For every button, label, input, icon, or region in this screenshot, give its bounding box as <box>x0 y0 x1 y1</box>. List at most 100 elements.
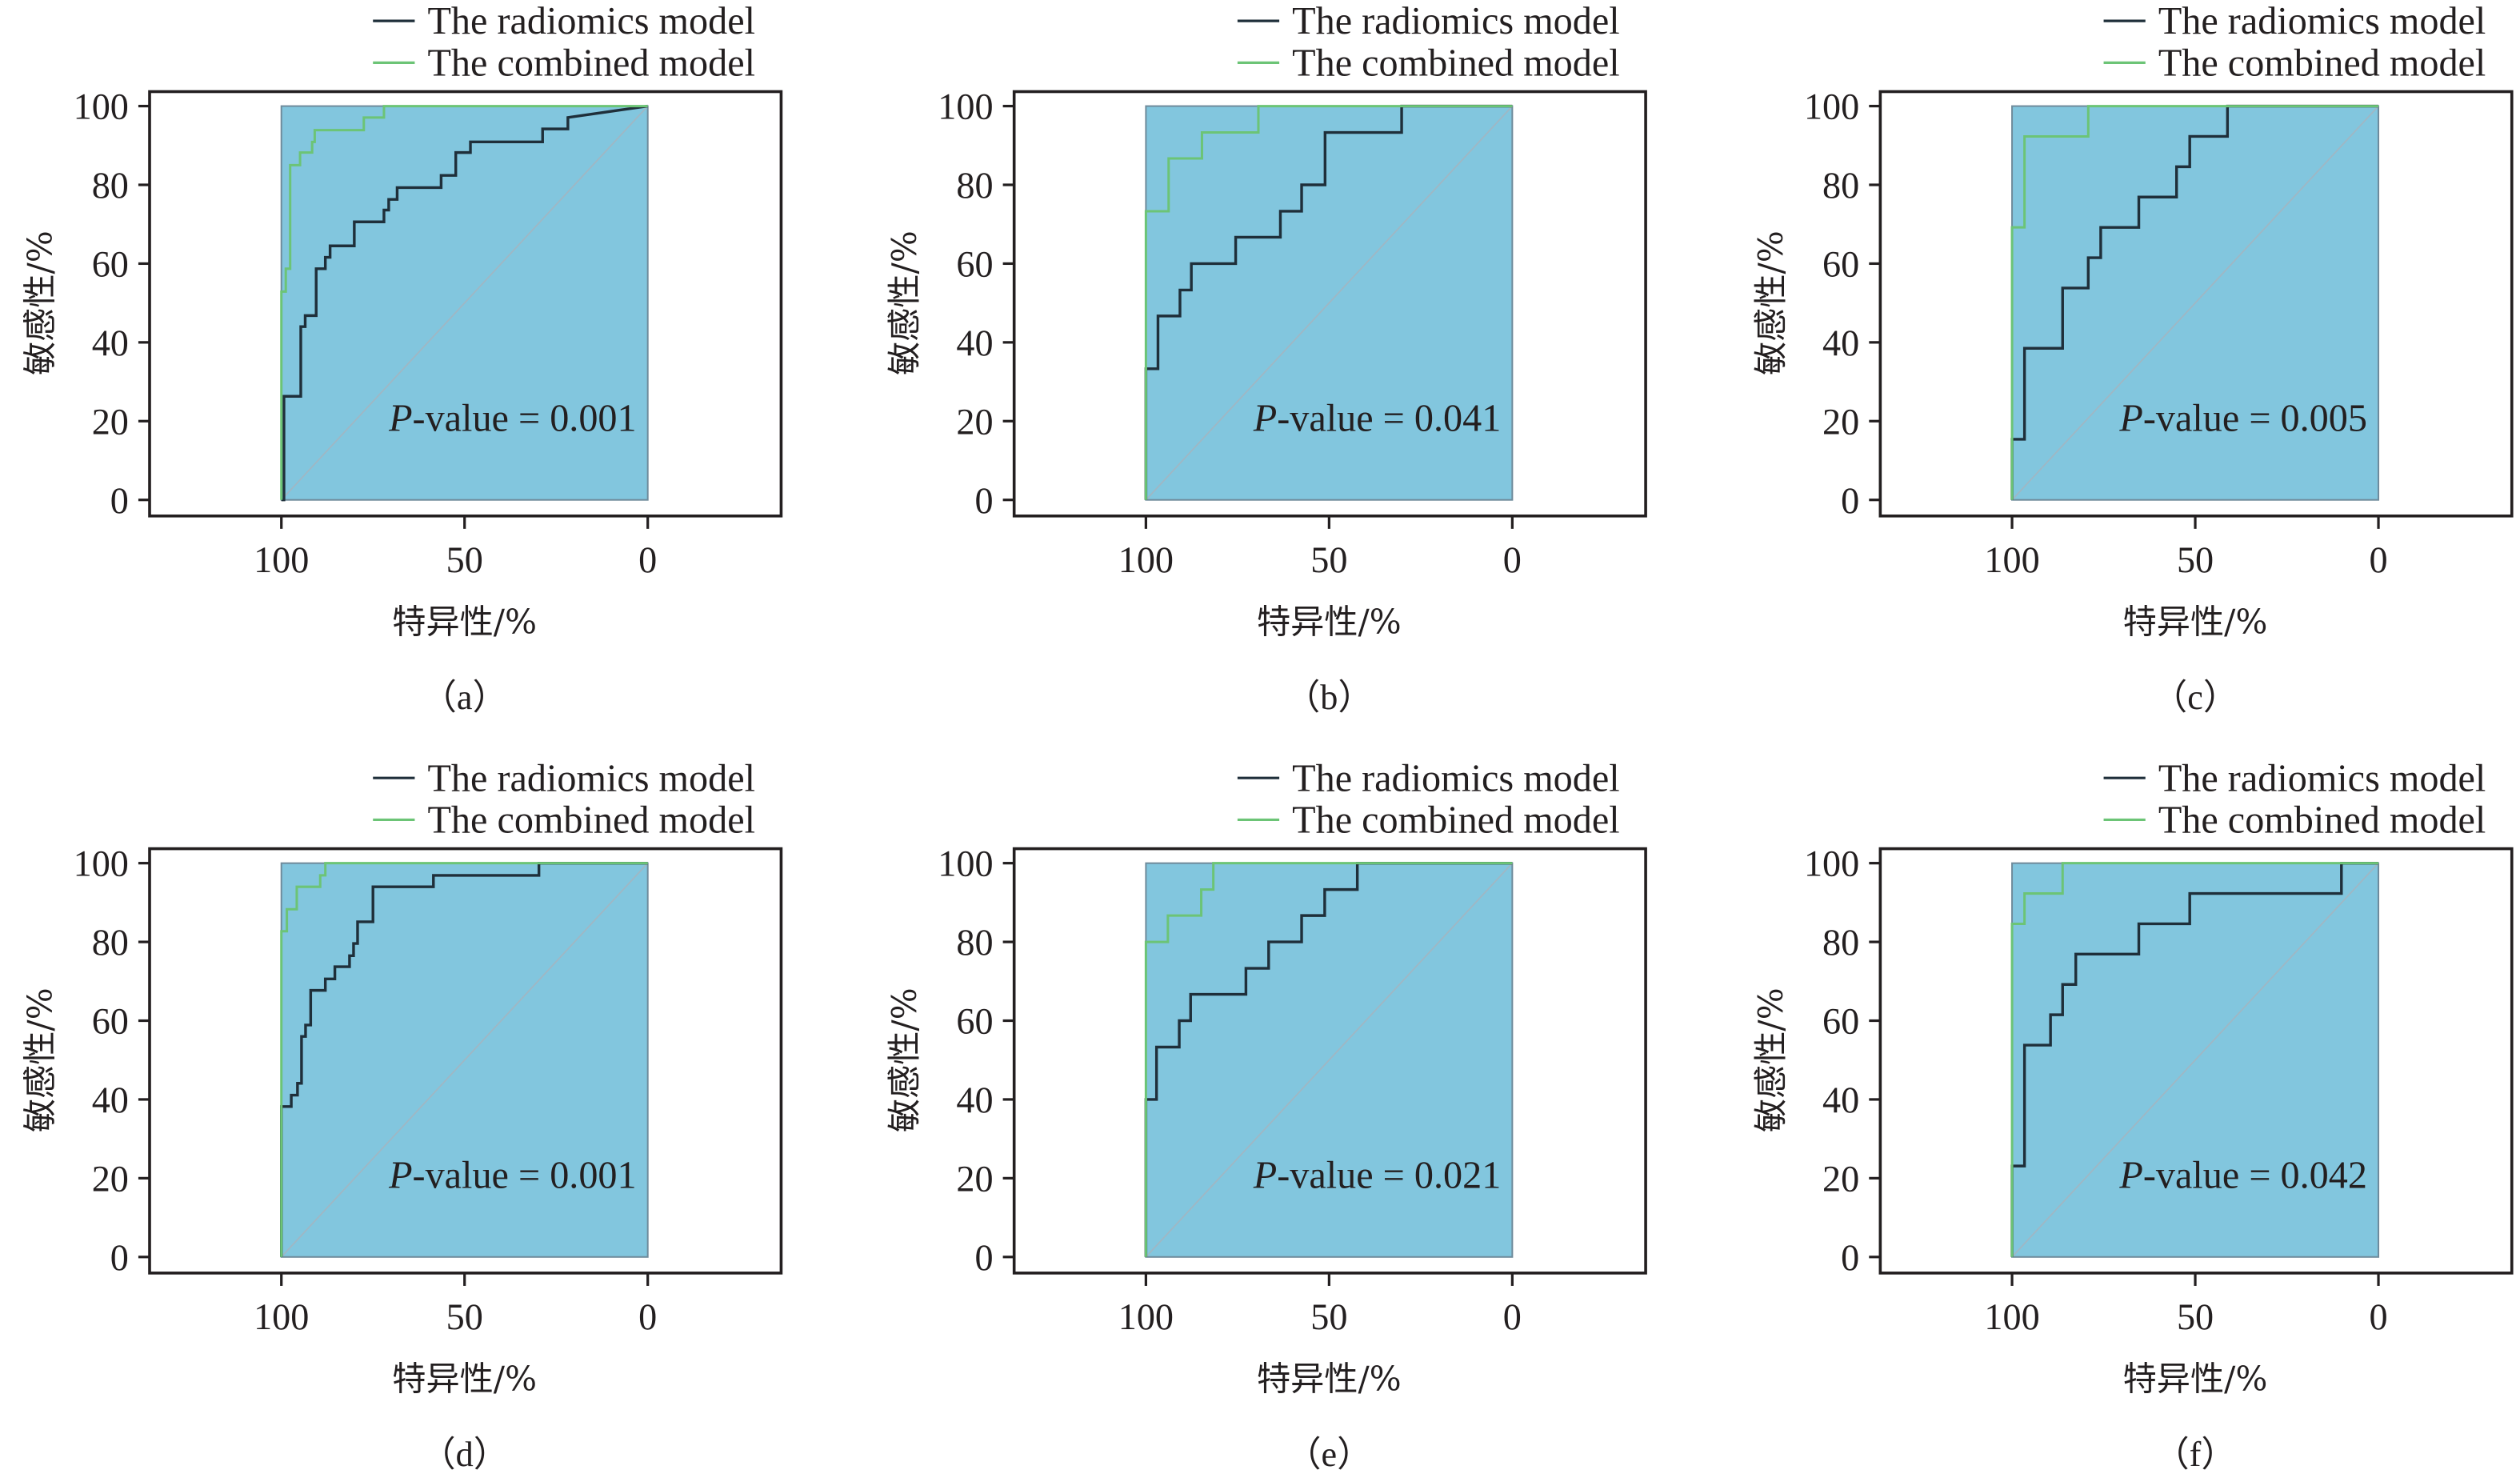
x-tick-label: 50 <box>446 1296 483 1337</box>
chance-diagonal <box>1145 105 1514 501</box>
x-tick-label: 0 <box>1503 539 1522 580</box>
y-tick-label: 40 <box>92 1079 129 1120</box>
panel-caption: （b） <box>1285 678 1373 717</box>
y-tick-label: 80 <box>956 165 993 206</box>
x-tick-label: 100 <box>1118 1296 1174 1337</box>
x-axis-title: 特异性/% <box>392 602 537 641</box>
x-axis-title: 特异性/% <box>1257 602 1402 641</box>
y-tick-label: 60 <box>956 1001 993 1042</box>
p-value-annotation: P-value = 0.005 <box>2118 397 2367 439</box>
y-axis-title: 敏感性/% <box>885 987 924 1132</box>
p-value-text: -value = 0.001 <box>413 397 637 439</box>
y-tick-label: 100 <box>74 843 129 884</box>
y-tick-label: 20 <box>1822 401 1859 442</box>
p-value-italic-p: P <box>388 1154 412 1196</box>
roc-curve-combined <box>1144 862 1513 1257</box>
y-tick-label: 80 <box>92 165 129 206</box>
y-tick-label: 100 <box>1804 843 1859 884</box>
y-axis-title: 敏感性/% <box>1751 230 1790 375</box>
x-tick-label: 50 <box>2177 539 2214 580</box>
y-tick-label: 0 <box>1841 480 1859 521</box>
x-tick-label: 0 <box>638 539 657 580</box>
legend-label-combined: The combined model <box>428 42 755 84</box>
y-tick-label: 0 <box>974 1237 993 1278</box>
p-value-text: -value = 0.005 <box>2143 397 2367 439</box>
panel-caption: （e） <box>1286 1435 1372 1474</box>
panel-caption: （c） <box>2152 678 2238 717</box>
legend-label-radiomics: The radiomics model <box>2158 757 2486 799</box>
p-value-annotation: P-value = 0.021 <box>1253 1154 1502 1196</box>
y-tick-label: 60 <box>1822 1001 1859 1042</box>
y-tick-label: 0 <box>1841 1237 1859 1278</box>
p-value-text: -value = 0.001 <box>413 1154 637 1196</box>
roc-curve-combined <box>2010 105 2379 500</box>
y-axis-title: 敏感性/% <box>20 230 59 375</box>
p-value-italic-p: P <box>2118 397 2142 439</box>
x-tick-label: 50 <box>446 539 483 580</box>
y-tick-label: 40 <box>92 322 129 363</box>
roc-curve-radiomics <box>281 104 648 502</box>
y-tick-label: 80 <box>1822 165 1859 206</box>
y-tick-label: 60 <box>92 243 129 284</box>
p-value-italic-p: P <box>1253 1154 1277 1196</box>
p-value-annotation: P-value = 0.041 <box>1253 397 1502 439</box>
legend-label-combined: The combined model <box>1292 42 1619 84</box>
y-tick-label: 100 <box>1804 86 1859 127</box>
y-tick-label: 20 <box>1822 1158 1859 1199</box>
roc-curve-radiomics <box>280 861 648 1257</box>
chance-diagonal <box>2011 105 2379 501</box>
x-tick-label: 50 <box>1310 539 1347 580</box>
y-tick-label: 20 <box>956 401 993 442</box>
y-tick-label: 20 <box>92 401 129 442</box>
panel-caption: （d） <box>420 1435 508 1474</box>
y-tick-label: 40 <box>956 1079 993 1120</box>
x-axis-title: 特异性/% <box>2123 1360 2268 1399</box>
y-tick-label: 0 <box>110 1237 129 1278</box>
legend-label-radiomics: The radiomics model <box>2158 0 2486 42</box>
x-tick-label: 0 <box>1503 1296 1522 1337</box>
y-tick-label: 100 <box>938 843 993 884</box>
y-tick-label: 60 <box>1822 243 1859 284</box>
chance-diagonal <box>281 863 649 1258</box>
legend-label-combined: The combined model <box>428 799 755 841</box>
panel-caption: （a） <box>422 678 508 717</box>
x-tick-label: 0 <box>2369 1296 2387 1337</box>
roc-curve-combined <box>280 105 648 500</box>
x-tick-label: 100 <box>1118 539 1174 580</box>
p-value-annotation: P-value = 0.001 <box>388 1154 637 1196</box>
roc-curve-combined <box>1144 105 1513 500</box>
roc-curve-radiomics <box>1144 104 1513 500</box>
legend-label-radiomics: The radiomics model <box>428 757 755 799</box>
y-tick-label: 80 <box>956 922 993 963</box>
y-axis-title: 敏感性/% <box>1751 987 1790 1132</box>
y-tick-label: 40 <box>1822 1079 1859 1120</box>
legend-label-radiomics: The radiomics model <box>428 0 755 42</box>
x-tick-label: 100 <box>254 1296 309 1337</box>
chance-diagonal <box>2011 863 2379 1258</box>
y-tick-label: 0 <box>110 480 129 521</box>
y-tick-label: 20 <box>956 1158 993 1199</box>
y-tick-label: 100 <box>938 86 993 127</box>
legend-label-combined: The combined model <box>1292 799 1619 841</box>
x-axis-title: 特异性/% <box>392 1360 537 1399</box>
y-tick-label: 40 <box>1822 322 1859 363</box>
legend-label-radiomics: The radiomics model <box>1292 757 1619 799</box>
x-tick-label: 0 <box>638 1296 657 1337</box>
p-value-text: -value = 0.041 <box>1277 397 1501 439</box>
p-value-text: -value = 0.021 <box>1277 1154 1501 1196</box>
p-value-italic-p: P <box>388 397 412 439</box>
roc-curve-combined <box>280 862 648 1257</box>
y-tick-label: 20 <box>92 1158 129 1199</box>
x-tick-label: 50 <box>2177 1296 2214 1337</box>
y-tick-label: 60 <box>92 1001 129 1042</box>
